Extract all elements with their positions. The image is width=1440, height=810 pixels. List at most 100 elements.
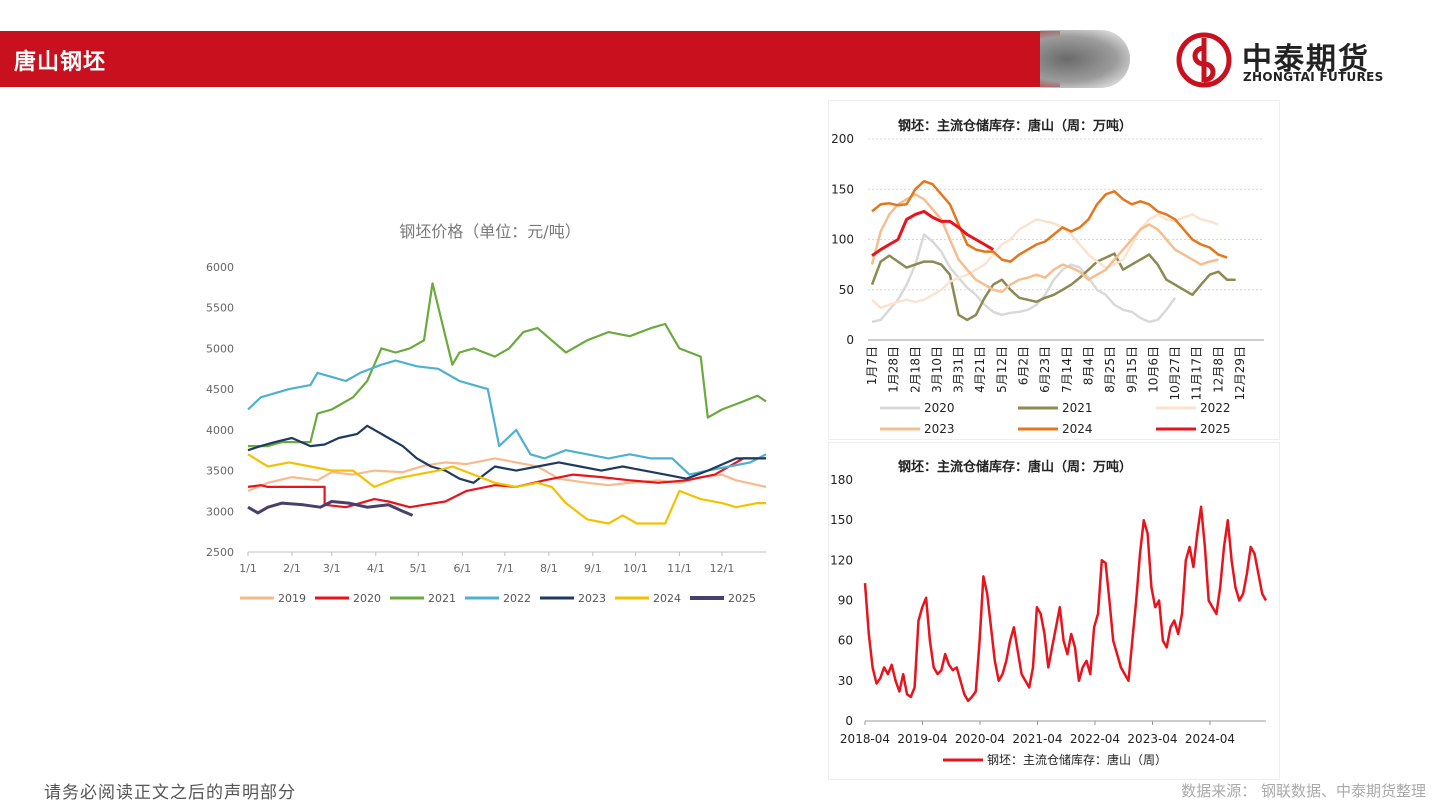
x-tick-label: 6月23日: [1038, 346, 1052, 393]
x-tick-label: 1月7日: [865, 346, 879, 385]
legend-label-2020: 2020: [924, 401, 955, 415]
chart-title: 钢坯：主流仓储库存：唐山（周：万吨）: [898, 459, 1132, 475]
series-2024-line: [871, 179, 1228, 263]
series-2022-line: [247, 359, 767, 476]
x-tick-label: 2020-04: [955, 732, 1005, 746]
y-tick-label: 4000: [206, 424, 234, 437]
legend-label-2023: 2023: [578, 592, 606, 605]
y-tick-label: 90: [838, 594, 853, 608]
series-2023-line: [870, 193, 1219, 294]
legend-label-2025: 2025: [1200, 422, 1231, 436]
inventory-seasonal-chart: 钢坯：主流仓储库存：唐山（周：万吨） 200 150 100 50 0 1月7日 1月28日 2…: [831, 118, 1264, 436]
x-tick-label: 6月2日: [1017, 346, 1031, 385]
series-2024-line: [247, 453, 766, 525]
page-title: 唐山钢坯: [14, 50, 107, 75]
legend-label-2022: 2022: [503, 592, 531, 605]
y-tick-label: 2500: [206, 546, 234, 559]
x-tick-label: 2018-04: [840, 732, 890, 746]
y-tick-label: 5500: [206, 302, 234, 315]
x-tick-label-group: 5月12日: [995, 346, 1009, 393]
chart-title: 钢坯价格（单位：元/吨）: [399, 222, 580, 241]
y-tick-label: 150: [831, 182, 854, 196]
logo-name: 中泰期货: [1242, 42, 1370, 77]
header-bar-shadow: [1040, 30, 1130, 88]
x-tick-label: 2023-04: [1127, 732, 1177, 746]
x-tick-label: 9/1: [584, 562, 602, 575]
x-tick-label: 5/1: [409, 562, 427, 575]
legend-label: 钢坯：主流仓储库存：唐山（周）: [987, 752, 1167, 767]
series-2021-line: [870, 252, 1236, 322]
x-tick-label: 7/1: [496, 562, 514, 575]
y-tick-label: 30: [838, 674, 853, 688]
x-tick-label: 3月31日: [952, 346, 966, 393]
header-bar: [0, 31, 1060, 87]
x-tick-label: 12/1: [710, 562, 735, 575]
y-tick-label: 50: [839, 283, 854, 297]
logo-subtitle: ZHONGTAI FUTURES: [1243, 70, 1384, 84]
x-tick-label: 6/1: [453, 562, 471, 575]
x-tick-label-group: 12月29日: [1233, 346, 1247, 401]
x-tick-label-group: 2月18日: [908, 346, 922, 393]
x-tick-label-group: 8月4日: [1081, 346, 1095, 385]
y-tick-label: 180: [830, 473, 853, 487]
x-tick-label: 7月14日: [1060, 346, 1074, 393]
x-tick-label: 11月17日: [1190, 346, 1204, 401]
x-tick-label-group: 3月31日: [952, 346, 966, 393]
x-tick-label: 11/1: [667, 562, 692, 575]
y-tick-label: 120: [830, 553, 853, 567]
y-tick-label: 200: [831, 132, 854, 146]
x-tick-label: 9月15日: [1125, 346, 1139, 393]
x-tick-label-group: 6月2日: [1017, 346, 1031, 385]
x-tick-label-group: 8月25日: [1103, 346, 1117, 393]
x-tick-label-group: 12月8日: [1211, 346, 1225, 393]
series-2020-line: [871, 233, 1177, 324]
inventory-history-chart: 钢坯：主流仓储库存：唐山（周：万吨） 180 150 120 90 60 30 0 2018-0…: [830, 459, 1268, 767]
x-tick-label: 2022-04: [1070, 732, 1120, 746]
x-tick-label: 1月28日: [887, 346, 901, 393]
y-tick-label: 3500: [206, 465, 234, 478]
x-tick-label: 1/1: [239, 562, 257, 575]
x-tick-label-group: 1月7日: [865, 346, 879, 385]
x-tick-label: 10月6日: [1146, 346, 1160, 393]
legend-label-2021: 2021: [1062, 401, 1093, 415]
footer-disclaimer: 请务必阅读正文之后的声明部分: [44, 783, 296, 803]
series-2019-line: [247, 457, 767, 492]
x-tick-label-group: 7月14日: [1060, 346, 1074, 393]
legend-label-2025: 2025: [728, 592, 756, 605]
legend-label-2019: 2019: [278, 592, 306, 605]
x-tick-label-group: 3月10日: [930, 346, 944, 393]
y-tick-label: 150: [830, 513, 853, 527]
x-tick-label: 2024-04: [1185, 732, 1235, 746]
x-tick-label: 12月8日: [1211, 346, 1225, 393]
legend-label-2021: 2021: [428, 592, 456, 605]
legend-label-2022: 2022: [1200, 401, 1231, 415]
x-tick-label: 2021-04: [1012, 732, 1062, 746]
series-2020-line: [247, 457, 766, 509]
x-tick-label-group: 6月23日: [1038, 346, 1052, 393]
x-tick-label-group: 4月21日: [973, 346, 987, 393]
x-tick-label: 2/1: [283, 562, 301, 575]
price-chart: 钢坯价格（单位：元/吨） 6000 5500 5000 4500 4000 3500 3000…: [206, 222, 767, 605]
x-tick-label: 12月29日: [1233, 346, 1247, 401]
x-tick-label-group: 10月6日: [1146, 346, 1160, 393]
x-tick-label: 10月27日: [1168, 346, 1182, 401]
x-tick-label-group: 1月28日: [887, 346, 901, 393]
x-tick-label: 5月12日: [995, 346, 1009, 393]
series-2025-line: [871, 209, 994, 257]
y-tick-label: 3000: [206, 505, 234, 518]
x-tick-label-group: 9月15日: [1125, 346, 1139, 393]
x-tick-label: 3/1: [323, 562, 341, 575]
x-tick-label-group: 11月17日: [1190, 346, 1204, 401]
series-2023-line: [247, 424, 766, 484]
series-inventory-line: [863, 505, 1268, 703]
x-tick-label: 8月4日: [1081, 346, 1095, 385]
x-tick-label: 3月10日: [930, 346, 944, 393]
inventory-history-panel: [828, 442, 1280, 780]
y-tick-label: 60: [838, 634, 853, 648]
x-tick-label: 4/1: [367, 562, 385, 575]
y-tick-label: 0: [845, 714, 853, 728]
x-tick-label-group: 10月27日: [1168, 346, 1182, 401]
y-tick-label: 6000: [206, 261, 234, 274]
y-tick-label: 100: [831, 233, 854, 247]
legend-label-2024: 2024: [1062, 422, 1093, 436]
